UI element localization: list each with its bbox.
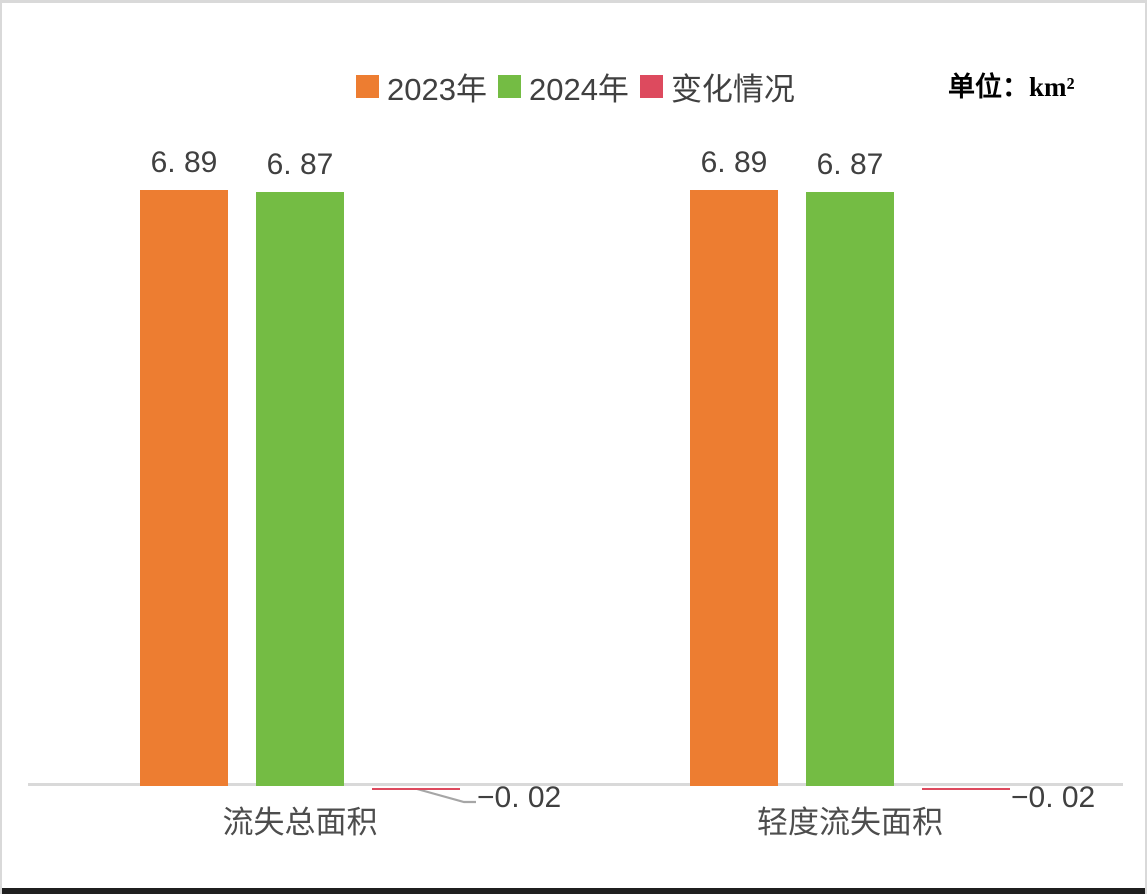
bar-series1-group1 xyxy=(140,190,228,786)
value-label-series3-group2: −0. 02 xyxy=(1011,781,1096,814)
bar-series3-group2 xyxy=(922,787,1010,790)
value-label-series1-group2: 6. 89 xyxy=(700,146,768,179)
value-label-series3-group1: −0. 02 xyxy=(477,781,562,814)
legend-label-2024: 2024年 xyxy=(528,72,629,107)
legend-item-change: 变化情况 xyxy=(639,64,795,109)
bar-series3-group1 xyxy=(372,787,460,790)
unit-label: 单位：km² xyxy=(948,72,1075,102)
legend-item-2024: 2024年 xyxy=(497,64,629,109)
chart-legend: 2023年 2024年 变化情况 xyxy=(356,64,806,109)
bar-series1-group2 xyxy=(690,190,778,786)
bar-series2-group2 xyxy=(806,192,894,786)
x-axis-baseline xyxy=(28,783,1123,786)
value-label-series2-group1: 6. 87 xyxy=(266,148,334,181)
legend-label-2023: 2023年 xyxy=(387,72,487,107)
value-label-series2-group2: 6. 87 xyxy=(816,148,884,181)
category-label-group2: 轻度流失面积 xyxy=(757,805,943,840)
legend-swatch-change xyxy=(639,75,663,98)
legend-swatch-2023 xyxy=(356,75,379,98)
value-label-series1-group1: 6. 89 xyxy=(150,146,218,179)
legend-label-change: 变化情况 xyxy=(670,72,795,107)
bar-series2-group1 xyxy=(256,192,344,786)
legend-item-2023: 2023年 xyxy=(356,64,487,109)
legend-swatch-2024 xyxy=(497,75,521,98)
bottom-border xyxy=(2,888,1145,894)
category-label-group1: 流失总面积 xyxy=(222,805,378,840)
